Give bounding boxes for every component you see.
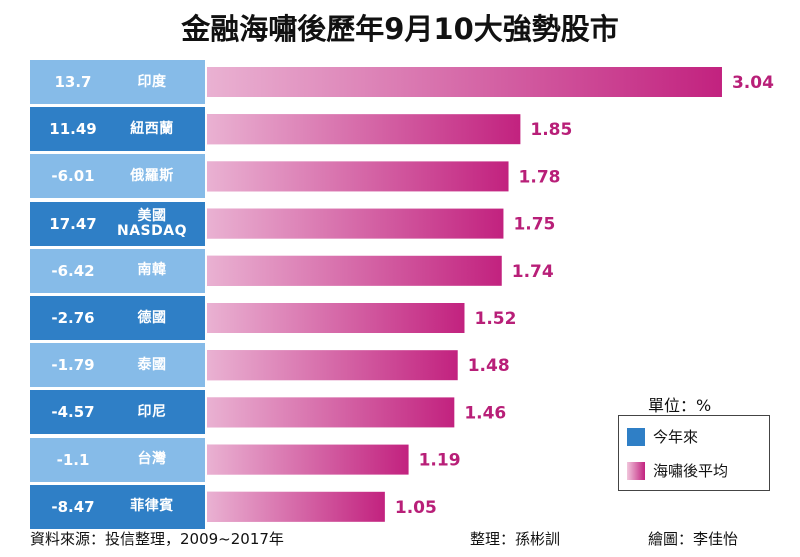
row-cell: -8.47 菲律賓	[30, 484, 205, 529]
category-label: 泰國	[137, 356, 167, 373]
unit-label: 單位：%	[648, 396, 712, 415]
value-label: 1.48	[468, 356, 510, 376]
bar-shade	[207, 114, 521, 145]
legend-item: 海嘯後平均	[627, 460, 728, 481]
category-label: 台灣	[137, 451, 167, 468]
legend: 今年來 海嘯後平均	[618, 415, 770, 491]
bar-shade	[207, 303, 465, 333]
category-label: 美國 NASDAQ	[117, 207, 187, 239]
value-label: 3.04	[732, 73, 774, 93]
row-cell: -1.79 泰國	[30, 343, 205, 388]
legend-swatch	[627, 461, 645, 480]
ytd-value: 13.7	[54, 73, 92, 91]
ytd-value: -8.47	[51, 497, 95, 516]
bar-shade	[207, 444, 409, 475]
row-cell: -6.42 南韓	[30, 248, 205, 293]
row-cell: -2.76 德國	[30, 296, 205, 340]
footer-source: 資料來源：投信整理，2009~2017年	[30, 530, 284, 548]
category-label: 德國	[137, 309, 167, 326]
value-label: 1.85	[530, 120, 572, 140]
row-cell: 13.7 印度	[30, 60, 205, 104]
bar-shade	[207, 67, 722, 97]
category-label: 印尼	[137, 403, 167, 420]
footer-artist: 繪圖：李佳怡	[648, 530, 739, 548]
value-label: 1.46	[464, 403, 506, 423]
chart-title: 金融海嘯後歷年9月10大強勢股市	[181, 12, 619, 46]
category-label: 印度	[137, 73, 167, 90]
legend-label: 今年來	[653, 428, 699, 446]
ytd-value: -6.01	[51, 167, 95, 186]
ytd-value: -1.79	[51, 356, 95, 375]
ytd-value: -2.76	[51, 309, 95, 327]
ytd-value: -6.42	[51, 261, 95, 280]
value-label: 1.52	[474, 309, 516, 329]
bar-shade	[207, 208, 504, 239]
row-cell: -1.1 台灣	[30, 437, 205, 482]
bar-shade	[207, 350, 458, 381]
legend-label: 海嘯後平均	[653, 462, 729, 480]
value-label: 1.78	[519, 167, 561, 187]
bar-shade	[207, 255, 502, 286]
category-label: 南韓	[137, 262, 167, 279]
value-label: 1.75	[513, 215, 555, 235]
bar-shade	[207, 491, 385, 522]
ytd-value: -1.1	[56, 450, 90, 469]
category-label: 菲律賓	[130, 498, 174, 515]
legend-item: 今年來	[627, 426, 698, 447]
row-cell: 17.47 美國 NASDAQ	[30, 201, 205, 246]
ytd-value: -4.57	[51, 403, 95, 422]
category-label: 紐西蘭	[130, 120, 174, 137]
row-cell: 11.49 紐西蘭	[30, 107, 205, 152]
value-label: 1.19	[419, 451, 461, 471]
ytd-value: 11.49	[49, 120, 97, 139]
row-cell: -4.57 印尼	[30, 390, 205, 435]
value-label: 1.74	[512, 262, 554, 282]
legend-swatch	[627, 427, 645, 446]
footer-editor: 整理：孫彬訓	[470, 530, 561, 548]
ytd-value: 17.47	[49, 214, 97, 233]
bar-shade	[207, 161, 509, 192]
row-cell: -6.01 俄羅斯	[30, 154, 205, 199]
bar-shade	[207, 397, 455, 428]
category-label: 俄羅斯	[130, 167, 174, 184]
value-label: 1.05	[395, 498, 437, 518]
